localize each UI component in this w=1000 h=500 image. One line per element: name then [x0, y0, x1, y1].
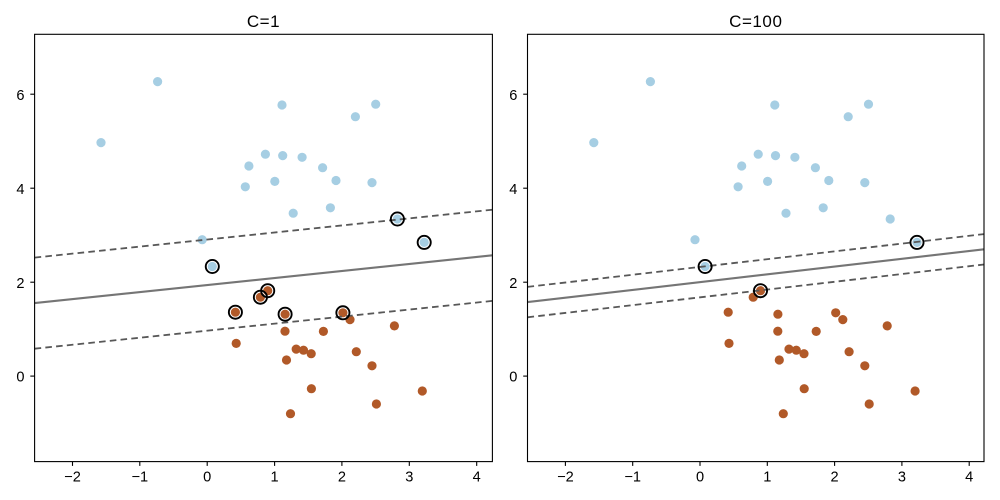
svg-text:3: 3	[898, 470, 906, 486]
svg-text:1: 1	[271, 470, 279, 486]
svg-text:2: 2	[831, 470, 839, 486]
svg-text:4: 4	[509, 182, 517, 198]
svg-text:C=1: C=1	[247, 12, 280, 31]
svg-text:C=100: C=100	[729, 12, 782, 31]
svg-text:3: 3	[405, 470, 413, 486]
svg-text:6: 6	[16, 88, 24, 104]
svg-text:6: 6	[509, 88, 517, 104]
svg-text:4: 4	[16, 182, 24, 198]
svg-text:−1: −1	[624, 470, 641, 486]
svg-text:4: 4	[473, 470, 481, 486]
svg-text:0: 0	[509, 370, 517, 386]
svg-text:2: 2	[338, 470, 346, 486]
svg-text:−1: −1	[131, 470, 148, 486]
svg-text:−2: −2	[557, 470, 574, 486]
svg-text:0: 0	[16, 370, 24, 386]
svg-text:0: 0	[203, 470, 211, 486]
svg-text:−2: −2	[64, 470, 81, 486]
svg-text:4: 4	[965, 470, 973, 486]
svg-text:1: 1	[763, 470, 771, 486]
svg-text:2: 2	[16, 276, 24, 292]
svg-text:2: 2	[509, 276, 517, 292]
svg-text:0: 0	[696, 470, 704, 486]
